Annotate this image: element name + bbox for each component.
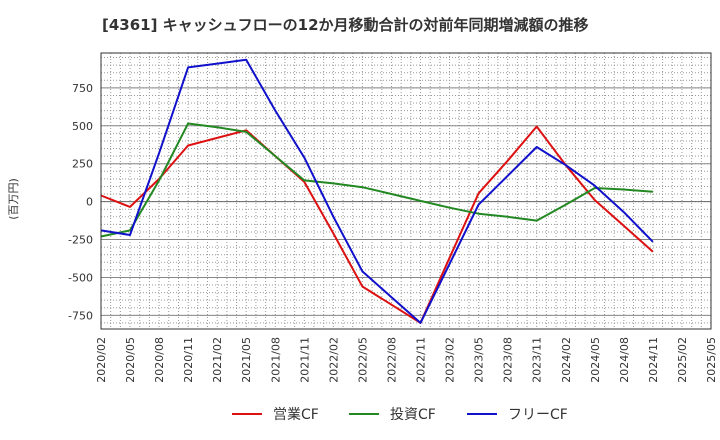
- plot-area-frame: [100, 52, 712, 330]
- y-tick-label: -750: [68, 309, 93, 322]
- y-tick-label: 0: [86, 196, 93, 209]
- x-tick-label: 2024/05: [589, 337, 602, 383]
- series-line: [100, 125, 654, 324]
- y-tick-label: 750: [72, 82, 93, 95]
- x-tick-label: 2020/08: [153, 337, 166, 383]
- series-line: [100, 122, 653, 238]
- x-tick-label: 2020/05: [124, 337, 137, 383]
- series-lines: [100, 58, 654, 324]
- x-tick-label: 2022/02: [327, 337, 340, 383]
- plot-area-background: [101, 53, 711, 329]
- x-tick-label: 2024/11: [647, 337, 660, 383]
- x-tick-label: 2022/08: [385, 337, 398, 383]
- y-tick-label: -500: [68, 271, 93, 284]
- chart-title: [4361] キャッシュフローの12か月移動合計の対前年同期増減額の推移: [102, 16, 589, 34]
- y-tick-label: 500: [72, 120, 93, 133]
- x-tick-label: 2022/05: [356, 337, 369, 383]
- x-tick-label: 2023/08: [502, 337, 515, 383]
- x-tick-label: 2021/11: [298, 337, 311, 383]
- x-tick-label: 2021/08: [269, 337, 282, 383]
- x-tick-label: 2023/05: [473, 337, 486, 383]
- x-tick-label: 2023/11: [531, 337, 544, 383]
- legend-label: 投資CF: [390, 407, 436, 423]
- x-axis-tick-labels: 2020/02 2020/05 2020/08 2020/11 2021/02 2021/…: [95, 337, 718, 383]
- x-tick-label: 2024/02: [560, 337, 573, 383]
- x-tick-label: 2024/08: [618, 337, 631, 383]
- y-tick-label: 250: [72, 158, 93, 171]
- x-tick-label: 2022/11: [415, 337, 428, 383]
- y-axis-title: (百万円): [7, 178, 20, 220]
- x-tick-label: 2025/02: [676, 337, 689, 383]
- x-tick-label: 2021/02: [211, 337, 224, 383]
- x-tick-label: 2021/05: [240, 337, 253, 383]
- x-tick-label: 2025/05: [705, 337, 718, 383]
- y-axis-tick-labels: -750 -500 -250 0 250 500 750: [68, 82, 93, 322]
- legend: 営業CF 投資CF フリーCF: [232, 407, 568, 423]
- legend-label: 営業CF: [273, 407, 319, 423]
- x-tick-label: 2023/02: [444, 337, 457, 383]
- x-tick-label: 2020/11: [182, 337, 195, 383]
- legend-label: フリーCF: [508, 407, 568, 423]
- x-tick-label: 2020/02: [95, 337, 108, 383]
- series-line: [100, 58, 654, 324]
- y-tick-label: -250: [68, 234, 93, 247]
